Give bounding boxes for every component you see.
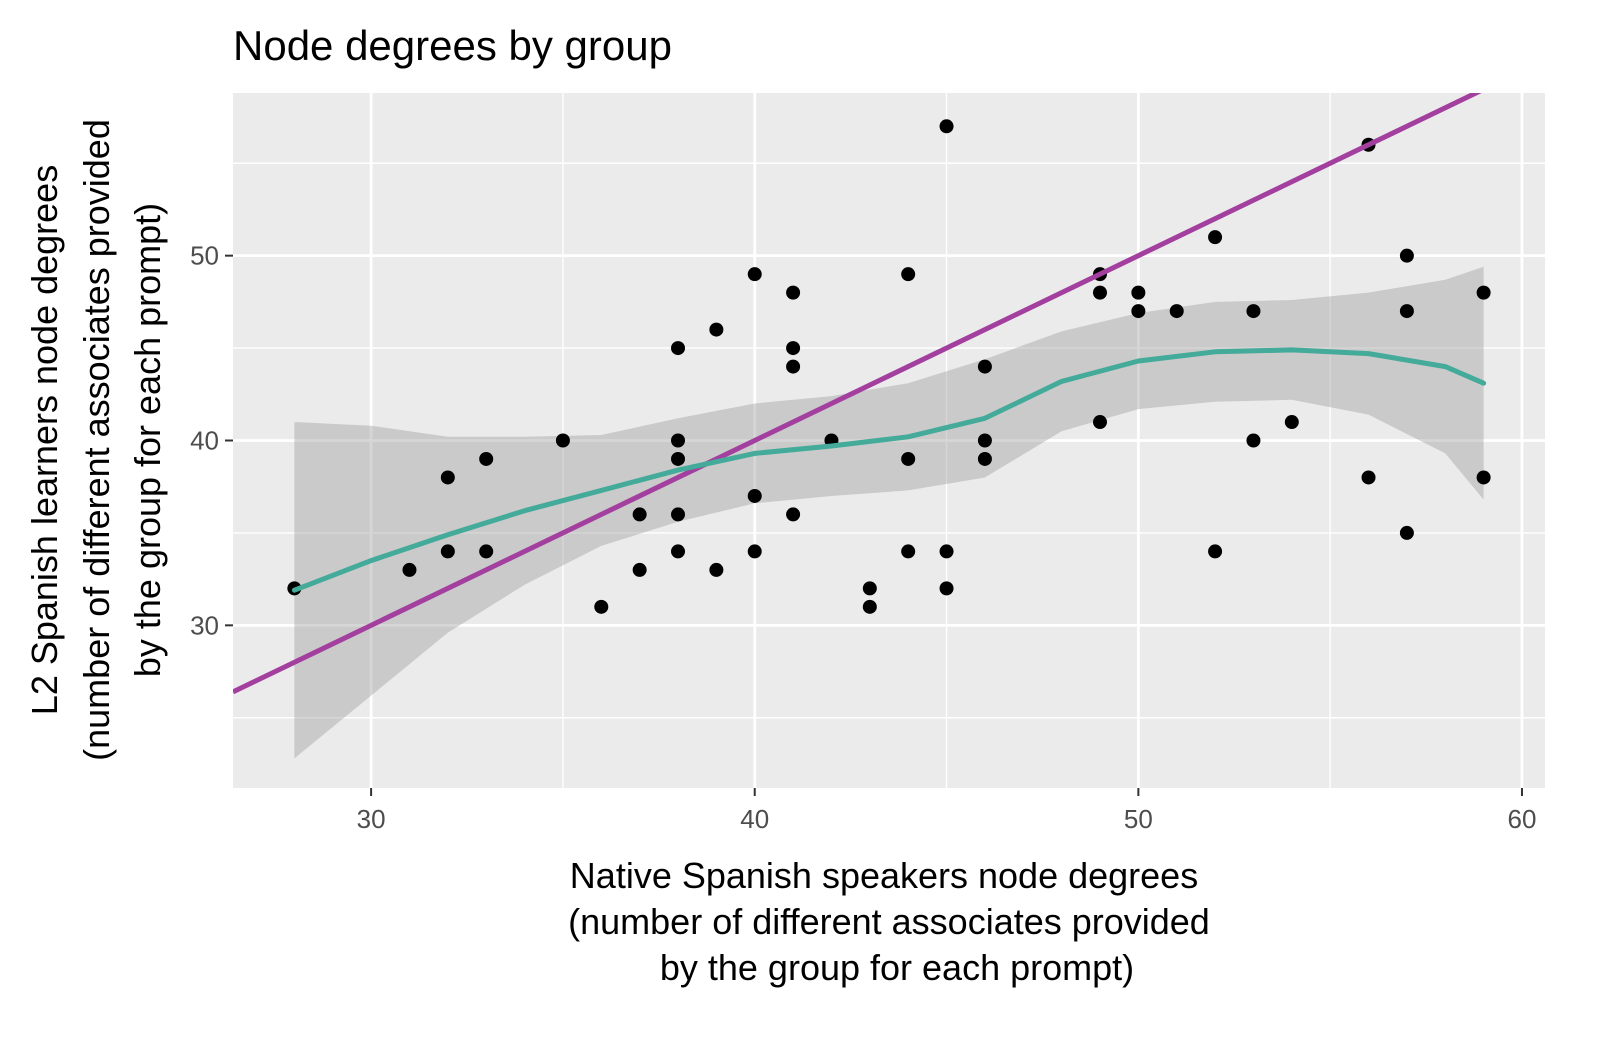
data-point [1361,470,1376,485]
data-point [632,507,647,522]
data-point [786,341,801,356]
y-axis-title-line-3: by the group for each prompt) [127,203,168,677]
chart-title: Node degrees by group [233,22,672,69]
data-point [901,451,916,466]
data-point [632,562,647,577]
data-point [977,433,992,448]
major-gridlines [233,93,1545,788]
data-point [1476,285,1491,300]
data-point [747,488,762,503]
data-point [1284,415,1299,430]
data-point [1131,304,1146,319]
data-point [709,562,724,577]
data-point [939,581,954,596]
x-tick-label: 60 [1508,804,1537,834]
data-point [1131,285,1146,300]
data-point [440,470,455,485]
data-point [1399,304,1414,319]
data-point [862,599,877,614]
data-point [786,359,801,374]
data-point [939,119,954,134]
data-point [402,562,417,577]
y-axis-title-line-1: L2 Spanish learners node degrees [24,165,65,715]
x-axis-title-line-3: by the group for each prompt) [660,947,1134,988]
data-point [671,433,686,448]
data-point [977,451,992,466]
y-axis-ticks: 30 40 50 [190,241,233,640]
data-point [1399,248,1414,263]
data-point [901,544,916,559]
data-point [786,285,801,300]
data-point [440,544,455,559]
x-tick-label: 30 [357,804,386,834]
smooth-line-layer [291,347,1487,593]
data-point [555,433,570,448]
data-point [1208,230,1223,245]
data-point [862,581,877,596]
data-point [901,267,916,282]
y-axis-title-line-2: (number of different associates provided [76,119,117,761]
data-point [939,544,954,559]
data-point [977,359,992,374]
data-point [1092,285,1107,300]
data-point [1169,304,1184,319]
points-layer [287,119,1491,614]
identity-line-layer [233,93,1482,695]
x-axis-ticks: 30 40 50 60 [357,788,1537,834]
data-point [786,507,801,522]
data-point [479,544,494,559]
data-point [1476,470,1491,485]
data-point [671,507,686,522]
y-tick-label: 30 [190,610,219,640]
data-point [594,599,609,614]
x-tick-label: 50 [1124,804,1153,834]
data-point [1246,304,1261,319]
data-point [1092,415,1107,430]
confidence-band-layer [294,266,1484,759]
data-point [747,544,762,559]
x-axis-title-line-1: Native Spanish speakers node degrees [570,855,1198,896]
identity-line [233,93,1482,695]
x-tick-label: 40 [740,804,769,834]
data-point [671,544,686,559]
data-point [671,341,686,356]
data-point [671,451,686,466]
smooth-line [291,347,1487,593]
data-point [747,267,762,282]
y-tick-label: 40 [190,426,219,456]
x-axis-title-line-2: (number of different associates provided [568,901,1210,942]
y-tick-label: 50 [190,241,219,271]
data-point [709,322,724,337]
data-point [479,451,494,466]
data-point [1246,433,1261,448]
confidence-band [294,266,1484,759]
data-point [1208,544,1223,559]
data-point [1399,525,1414,540]
